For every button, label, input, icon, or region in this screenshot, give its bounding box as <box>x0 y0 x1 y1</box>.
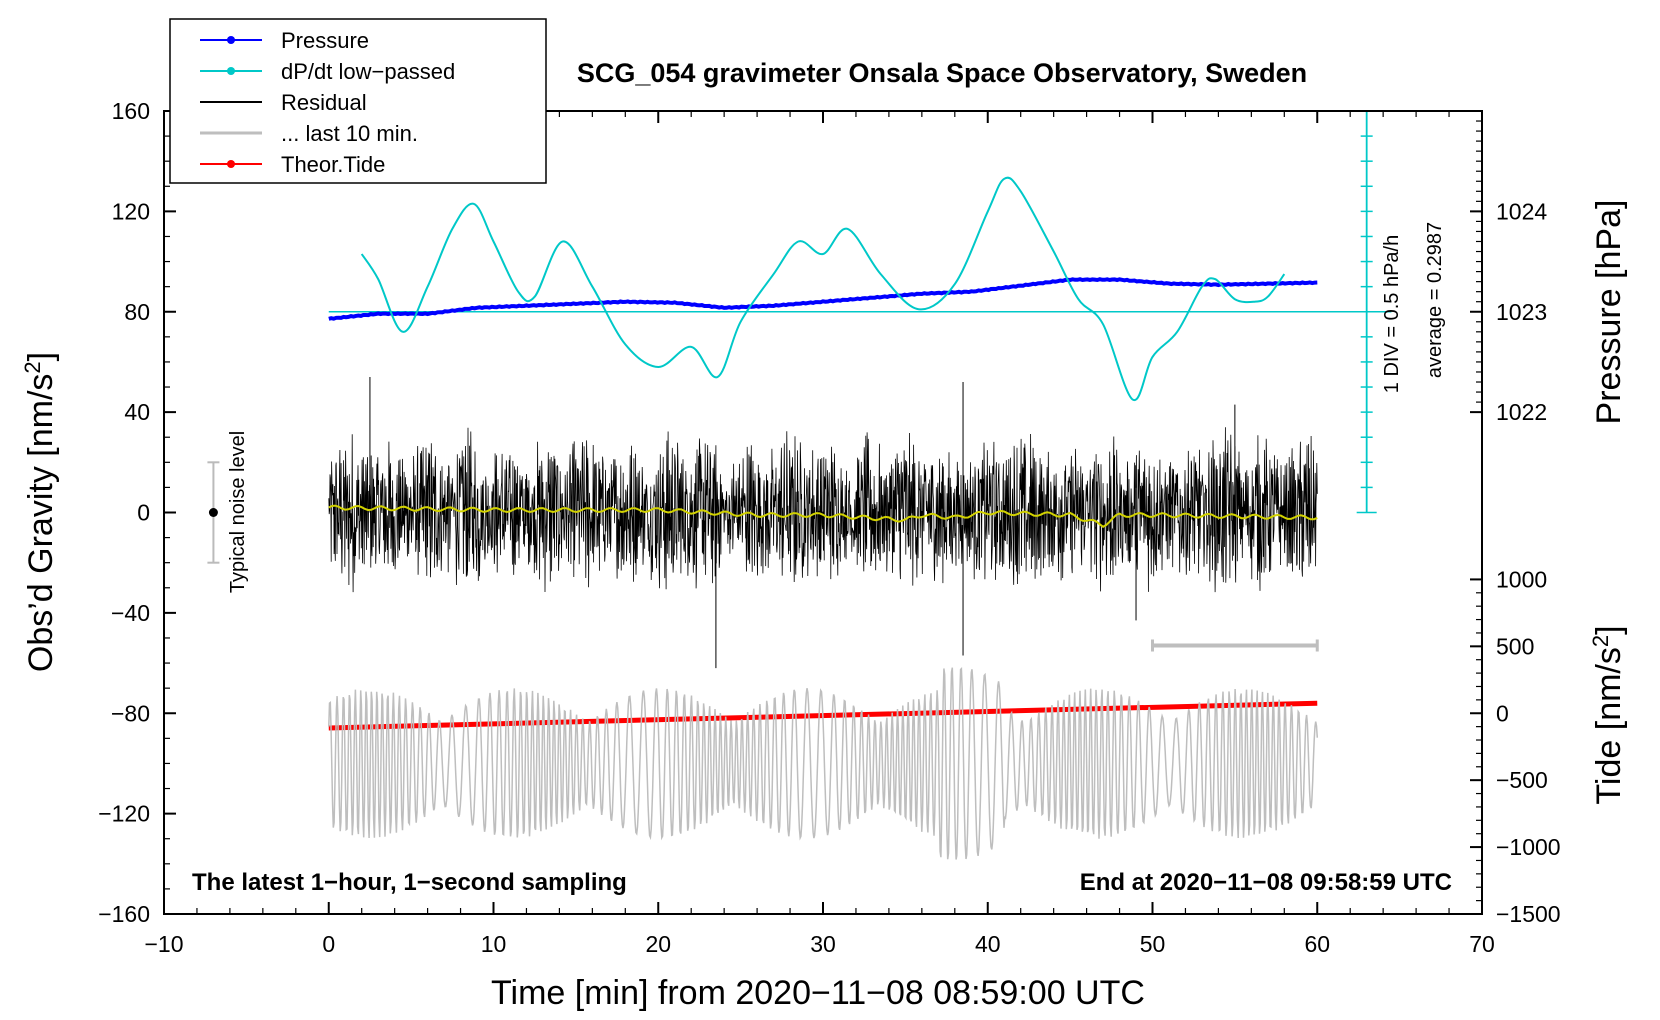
y-tick-label: −120 <box>98 801 150 827</box>
pressure-tick-label: 1023 <box>1496 299 1547 325</box>
residual-line <box>328 427 1318 593</box>
y-axis-ticks: 160 120 80 40 0 −40 −80 −120 −160 <box>98 98 176 927</box>
y-tick-label: 80 <box>124 299 150 325</box>
x-tick-label: 40 <box>975 931 1001 957</box>
scale-bar-label: 1 DIV = 0.5 hPa/h <box>1381 235 1403 393</box>
y-tick-label: −160 <box>98 901 150 927</box>
last-10-min-line <box>328 666 1319 860</box>
legend-label: ... last 10 min. <box>281 121 418 146</box>
y-tick-label: 0 <box>137 500 150 526</box>
x-tick-label: 0 <box>322 931 335 957</box>
tide-tick-label: 500 <box>1496 633 1534 659</box>
x-axis-ticks: −10 0 10 20 30 40 50 60 70 <box>144 111 1495 957</box>
tide-tick-label: 0 <box>1496 700 1509 726</box>
tide-tick-label: 1000 <box>1496 566 1547 592</box>
pressure-tick-label: 1024 <box>1496 198 1547 224</box>
legend-label: Pressure <box>281 28 369 53</box>
residual-smoothed-line <box>328 504 1318 528</box>
x-tick-label: 70 <box>1469 931 1495 957</box>
legend: Pressure dP/dt low−passed Residual ... last… <box>200 28 455 177</box>
y-tick-label: 40 <box>124 399 150 425</box>
tide-tick-label: −500 <box>1496 767 1548 793</box>
y-axis-title-tide-main: Tide [nm/s <box>1590 647 1628 804</box>
legend-marker <box>227 67 235 75</box>
x-tick-label: 60 <box>1304 931 1330 957</box>
tide-tick-label: −1500 <box>1496 901 1561 927</box>
y-axis-title-left-sup: 2 <box>20 361 45 373</box>
noise-level-dot <box>208 508 218 517</box>
tide-tick-label: −1000 <box>1496 834 1561 860</box>
legend-marker <box>227 36 235 44</box>
y-tick-label: −40 <box>111 600 150 626</box>
y-tick-label: 120 <box>112 198 150 224</box>
pressure-line <box>328 277 1318 321</box>
dpdt-line <box>360 176 1286 401</box>
legend-label: Residual <box>281 90 367 115</box>
annotation-left: The latest 1−hour, 1−second sampling <box>192 869 627 896</box>
x-tick-label: 50 <box>1140 931 1166 957</box>
pressure-tick-label: 1022 <box>1496 399 1547 425</box>
y-axis-title-left-end: ] <box>22 352 60 361</box>
y-axis-title-tide-end: ] <box>1590 625 1628 634</box>
y-axis-title-left-main: Obs’d Gravity [nm/s <box>22 374 60 673</box>
annotation-right: End at 2020−11−08 09:58:59 UTC <box>1080 869 1452 896</box>
y-axis-title-left: Obs’d Gravity [nm/s2] <box>20 352 60 672</box>
x-axis-title: Time [min] from 2020−11−08 08:59:00 UTC <box>491 974 1145 1012</box>
y-axis-title-tide-sup: 2 <box>1588 635 1613 647</box>
legend-label: dP/dt low−passed <box>281 59 455 84</box>
x-tick-label: 10 <box>481 931 507 957</box>
y-axis-title-tide: Tide [nm/s2] <box>1588 625 1628 804</box>
noise-level-label: Typical noise level <box>227 431 249 593</box>
chart-title: SCG_054 gravimeter Onsala Space Observat… <box>577 58 1307 88</box>
x-tick-label: 30 <box>810 931 836 957</box>
legend-marker <box>227 160 235 168</box>
y-tick-label: 160 <box>112 98 150 124</box>
legend-label: Theor.Tide <box>281 152 385 177</box>
scale-bar-average: average = 0.2987 <box>1424 222 1446 378</box>
y-tick-label: −80 <box>111 700 150 726</box>
y-axis-title-pressure: Pressure [hPa] <box>1590 200 1628 425</box>
x-tick-label: −10 <box>144 931 183 957</box>
x-tick-label: 20 <box>645 931 671 957</box>
data-layer <box>207 110 1392 860</box>
right-axis-ticks: 1024 1023 1022 1000 500 0 −500 −1000 −1500 <box>1470 120 1561 927</box>
